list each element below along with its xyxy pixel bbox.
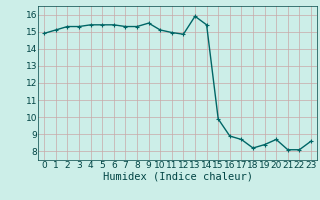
X-axis label: Humidex (Indice chaleur): Humidex (Indice chaleur): [103, 172, 252, 182]
